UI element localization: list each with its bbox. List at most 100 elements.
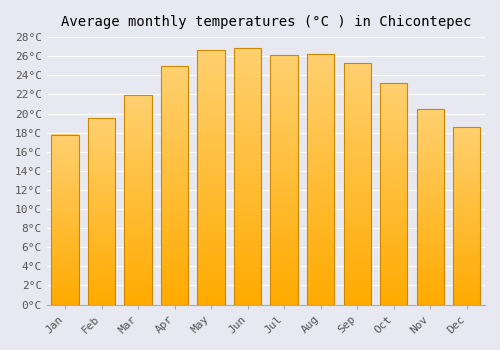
Bar bbox=[416, 240, 444, 242]
Bar bbox=[380, 103, 407, 105]
Bar bbox=[198, 287, 225, 289]
Bar bbox=[307, 202, 334, 204]
Bar bbox=[270, 289, 298, 292]
Bar bbox=[88, 237, 116, 239]
Bar bbox=[124, 175, 152, 177]
Bar bbox=[453, 159, 480, 161]
Bar bbox=[453, 176, 480, 178]
Bar bbox=[234, 251, 262, 253]
Bar bbox=[198, 139, 225, 142]
Bar bbox=[234, 197, 262, 199]
Bar bbox=[88, 191, 116, 193]
Bar bbox=[270, 100, 298, 103]
Bar bbox=[234, 263, 262, 266]
Bar bbox=[453, 136, 480, 138]
Bar bbox=[124, 141, 152, 144]
Bar bbox=[52, 209, 79, 211]
Bar bbox=[453, 264, 480, 266]
Bar bbox=[88, 163, 116, 165]
Bar bbox=[453, 168, 480, 169]
Bar bbox=[124, 170, 152, 173]
Bar bbox=[270, 85, 298, 88]
Bar bbox=[52, 274, 79, 276]
Bar bbox=[234, 153, 262, 155]
Bar bbox=[453, 175, 480, 177]
Bar bbox=[124, 254, 152, 257]
Bar bbox=[52, 178, 79, 181]
Bar bbox=[307, 177, 334, 180]
Bar bbox=[344, 169, 371, 171]
Bar bbox=[416, 275, 444, 277]
Bar bbox=[416, 265, 444, 267]
Bar bbox=[380, 207, 407, 209]
Bar bbox=[380, 260, 407, 262]
Bar bbox=[161, 137, 188, 140]
Bar bbox=[344, 193, 371, 196]
Bar bbox=[307, 144, 334, 147]
Bar bbox=[453, 141, 480, 143]
Bar bbox=[270, 152, 298, 155]
Bar bbox=[198, 91, 225, 94]
Bar bbox=[88, 118, 116, 120]
Bar bbox=[52, 296, 79, 298]
Bar bbox=[344, 147, 371, 150]
Bar bbox=[52, 156, 79, 158]
Bar bbox=[416, 273, 444, 275]
Bar bbox=[344, 142, 371, 145]
Bar bbox=[124, 262, 152, 265]
Bar bbox=[344, 302, 371, 304]
Bar bbox=[416, 142, 444, 144]
Bar bbox=[234, 52, 262, 55]
Bar bbox=[198, 218, 225, 221]
Bar bbox=[453, 207, 480, 209]
Bar bbox=[307, 97, 334, 99]
Bar bbox=[52, 140, 79, 141]
Bar bbox=[344, 213, 371, 215]
Bar bbox=[161, 300, 188, 302]
Bar bbox=[234, 191, 262, 194]
Bar bbox=[52, 255, 79, 257]
Bar bbox=[453, 196, 480, 198]
Bar bbox=[307, 94, 334, 97]
Bar bbox=[234, 225, 262, 228]
Bar bbox=[124, 223, 152, 225]
Bar bbox=[380, 220, 407, 223]
Bar bbox=[198, 162, 225, 165]
Bar bbox=[198, 210, 225, 213]
Bar bbox=[161, 133, 188, 135]
Bar bbox=[124, 233, 152, 236]
Bar bbox=[88, 288, 116, 290]
Bar bbox=[380, 120, 407, 123]
Bar bbox=[270, 207, 298, 210]
Bar bbox=[234, 220, 262, 222]
Bar bbox=[453, 278, 480, 280]
Bar bbox=[416, 222, 444, 224]
Bar bbox=[52, 150, 79, 152]
Bar bbox=[380, 269, 407, 271]
Bar bbox=[198, 261, 225, 264]
Bar bbox=[234, 125, 262, 127]
Bar bbox=[270, 252, 298, 255]
Bar bbox=[344, 63, 371, 65]
Bar bbox=[234, 155, 262, 158]
Bar bbox=[416, 156, 444, 158]
Bar bbox=[52, 199, 79, 201]
Bar bbox=[307, 242, 334, 245]
Bar bbox=[380, 143, 407, 145]
Bar bbox=[161, 218, 188, 221]
Bar bbox=[124, 122, 152, 125]
Bar bbox=[270, 147, 298, 150]
Bar bbox=[198, 185, 225, 188]
Bar bbox=[453, 258, 480, 260]
Bar bbox=[453, 301, 480, 303]
Bar bbox=[344, 203, 371, 205]
Bar bbox=[234, 71, 262, 73]
Bar bbox=[161, 106, 188, 109]
Bar bbox=[161, 80, 188, 83]
Bar bbox=[270, 200, 298, 202]
Bar bbox=[380, 83, 407, 304]
Bar bbox=[380, 227, 407, 229]
Bar bbox=[380, 187, 407, 189]
Bar bbox=[124, 240, 152, 242]
Bar bbox=[161, 216, 188, 219]
